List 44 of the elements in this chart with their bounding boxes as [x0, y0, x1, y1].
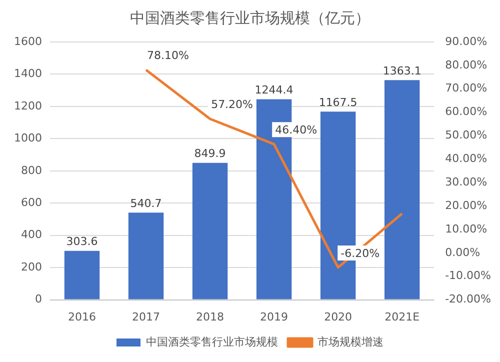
y2-tick-label: 90.00% — [445, 34, 488, 48]
y-tick-label: 1200 — [14, 99, 42, 112]
y2-tick-label: -10.00% — [445, 269, 492, 282]
data-label: 540.7 — [130, 197, 162, 210]
data-label: 78.10% — [147, 49, 189, 62]
y-tick-label: 1000 — [14, 132, 42, 145]
x-tick-label: 2016 — [68, 310, 96, 324]
y-tick-label: 200 — [20, 260, 42, 274]
y2-tick-label: 40.00% — [445, 152, 488, 166]
data-label: 303.6 — [66, 235, 98, 248]
y2-tick-label: 20.00% — [445, 198, 488, 212]
x-tick-label: 2018 — [196, 310, 224, 324]
data-label: -6.20% — [340, 246, 380, 260]
data-label: 1244.4 — [254, 84, 294, 97]
x-tick-label: 2020 — [324, 310, 352, 324]
bar — [128, 212, 164, 300]
y2-tick-label: 80.00% — [445, 58, 488, 72]
y-tick-label: 600 — [20, 196, 42, 209]
bar — [192, 162, 228, 300]
chart-title: 中国酒类零售行业市场规模（亿元） — [130, 8, 370, 27]
y-tick-label: 1400 — [14, 67, 42, 80]
bar — [384, 80, 420, 300]
y-tick-label: 0 — [34, 292, 42, 306]
data-label: 849.9 — [194, 147, 226, 160]
y2-tick-label: -20.00% — [445, 292, 492, 306]
legend-label: 市场规模增速 — [318, 335, 384, 348]
data-label: 1167.5 — [318, 96, 358, 110]
x-tick-label: 2017 — [132, 310, 160, 324]
y2-tick-label: 10.00% — [445, 222, 488, 236]
data-label: 57.20% — [211, 98, 254, 112]
bar — [64, 250, 100, 300]
y2-tick-label: 0.00% — [445, 246, 480, 259]
data-label: 1363.1 — [382, 64, 422, 78]
y-tick-label: 1600 — [14, 34, 42, 48]
y2-tick-label: 70.00% — [445, 82, 488, 95]
data-label: 46.40% — [275, 124, 318, 137]
x-tick-label: 2019 — [260, 310, 288, 324]
y-tick-label: 400 — [20, 228, 42, 242]
y-tick-label: 800 — [20, 164, 42, 177]
y2-tick-label: 60.00% — [445, 105, 488, 118]
y2-tick-label: 50.00% — [445, 128, 488, 142]
legend-label: 中国酒类零售行业市场规模 — [146, 335, 278, 348]
y2-tick-label: 30.00% — [445, 175, 488, 188]
x-tick-label: 2021E — [384, 310, 420, 324]
